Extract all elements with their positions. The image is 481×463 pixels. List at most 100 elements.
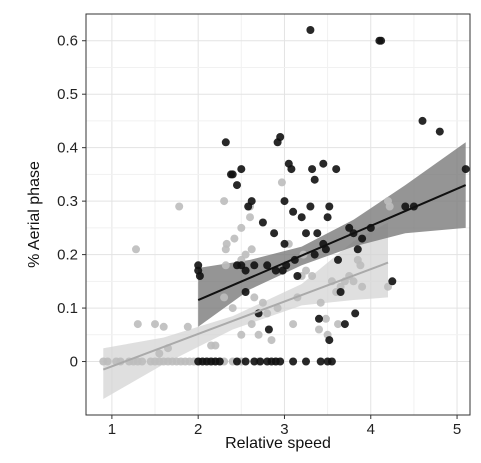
data-point bbox=[258, 298, 267, 307]
data-point bbox=[241, 288, 250, 296]
data-point bbox=[323, 213, 332, 222]
data-point bbox=[315, 325, 323, 334]
plot-frame bbox=[85, 13, 471, 416]
data-point bbox=[302, 357, 310, 366]
data-point bbox=[221, 261, 230, 270]
data-point bbox=[246, 213, 254, 222]
plot-area bbox=[85, 13, 471, 416]
data-point bbox=[138, 357, 147, 366]
data-point bbox=[280, 197, 289, 206]
x-tick-label: 2 bbox=[194, 421, 202, 438]
data-point bbox=[276, 133, 285, 141]
data-point bbox=[287, 165, 296, 174]
data-point bbox=[237, 330, 246, 339]
data-point bbox=[103, 357, 112, 366]
y-tick-label: 0.2 bbox=[57, 247, 78, 264]
x-tick-label: 4 bbox=[367, 421, 375, 438]
data-point bbox=[334, 255, 342, 264]
confidence-band bbox=[103, 222, 389, 399]
data-point bbox=[358, 282, 367, 291]
data-point bbox=[293, 272, 302, 280]
data-point bbox=[241, 250, 250, 259]
data-point bbox=[302, 266, 310, 275]
data-point bbox=[237, 165, 246, 174]
data-point bbox=[183, 322, 192, 331]
data-point bbox=[237, 223, 246, 232]
x-tick-label: 5 bbox=[453, 421, 461, 438]
data-point bbox=[321, 314, 330, 323]
data-point bbox=[273, 304, 282, 313]
data-point bbox=[349, 277, 358, 286]
data-point bbox=[222, 239, 231, 248]
data-point bbox=[220, 197, 229, 206]
data-point bbox=[256, 357, 265, 366]
data-point bbox=[377, 36, 386, 45]
data-point bbox=[325, 336, 334, 345]
y-tick-label: 0.5 bbox=[57, 86, 78, 103]
data-point bbox=[241, 357, 250, 366]
data-point bbox=[263, 261, 272, 270]
data-point bbox=[313, 229, 322, 238]
y-tick-label: 0.3 bbox=[57, 193, 78, 210]
regression-line bbox=[197, 184, 467, 301]
data-point bbox=[384, 282, 392, 291]
data-point bbox=[385, 202, 394, 211]
data-point bbox=[211, 341, 220, 350]
data-point bbox=[327, 357, 336, 366]
y-tick-label: 0.4 bbox=[57, 140, 78, 157]
data-point bbox=[345, 223, 354, 232]
data-point bbox=[277, 178, 286, 187]
data-point bbox=[233, 181, 241, 190]
data-point bbox=[267, 336, 276, 345]
data-point bbox=[461, 165, 470, 174]
data-point bbox=[310, 250, 319, 259]
data-point bbox=[233, 357, 241, 366]
data-point bbox=[302, 229, 310, 238]
data-point bbox=[237, 261, 246, 270]
data-point bbox=[250, 293, 259, 302]
data-point bbox=[247, 197, 256, 206]
y-tick-label: 0 bbox=[70, 354, 78, 371]
data-point bbox=[334, 320, 342, 329]
confidence-band bbox=[198, 142, 466, 327]
data-point bbox=[289, 207, 298, 216]
data-point bbox=[358, 234, 367, 243]
data-point bbox=[254, 330, 263, 339]
y-tick-label: 0.6 bbox=[57, 33, 78, 50]
data-point bbox=[340, 320, 349, 329]
data-point bbox=[133, 320, 142, 329]
data-point bbox=[316, 357, 325, 366]
x-tick-label: 1 bbox=[108, 421, 116, 438]
data-point bbox=[132, 245, 140, 254]
data-point bbox=[151, 320, 159, 329]
data-point bbox=[195, 272, 204, 280]
data-point bbox=[319, 159, 328, 168]
confidence-bands bbox=[103, 142, 466, 399]
data-point bbox=[325, 202, 334, 211]
data-point bbox=[310, 175, 319, 184]
data-point bbox=[250, 261, 259, 270]
data-point bbox=[351, 309, 360, 318]
data-point bbox=[435, 127, 444, 136]
data-point bbox=[315, 314, 323, 323]
y-axis: 0 0.1 0.2 0.3 0.4 0.5 0.6 bbox=[57, 33, 86, 371]
data-point bbox=[321, 245, 330, 254]
data-point bbox=[264, 325, 273, 334]
data-point bbox=[356, 261, 365, 270]
data-point bbox=[159, 322, 168, 331]
data-point bbox=[221, 138, 230, 147]
data-point bbox=[215, 357, 224, 366]
data-point bbox=[306, 26, 315, 34]
data-point bbox=[308, 272, 317, 280]
data-point bbox=[388, 277, 397, 286]
x-tick-label: 3 bbox=[280, 421, 288, 438]
data-point bbox=[280, 239, 289, 248]
y-axis-title: % Aerial phase bbox=[26, 161, 43, 268]
x-axis-title: Relative speed bbox=[225, 435, 331, 452]
data-point bbox=[308, 165, 317, 174]
data-point bbox=[306, 202, 315, 211]
data-point bbox=[270, 229, 279, 238]
data-point bbox=[155, 349, 164, 358]
data-point bbox=[289, 320, 298, 329]
data-point bbox=[228, 304, 237, 313]
